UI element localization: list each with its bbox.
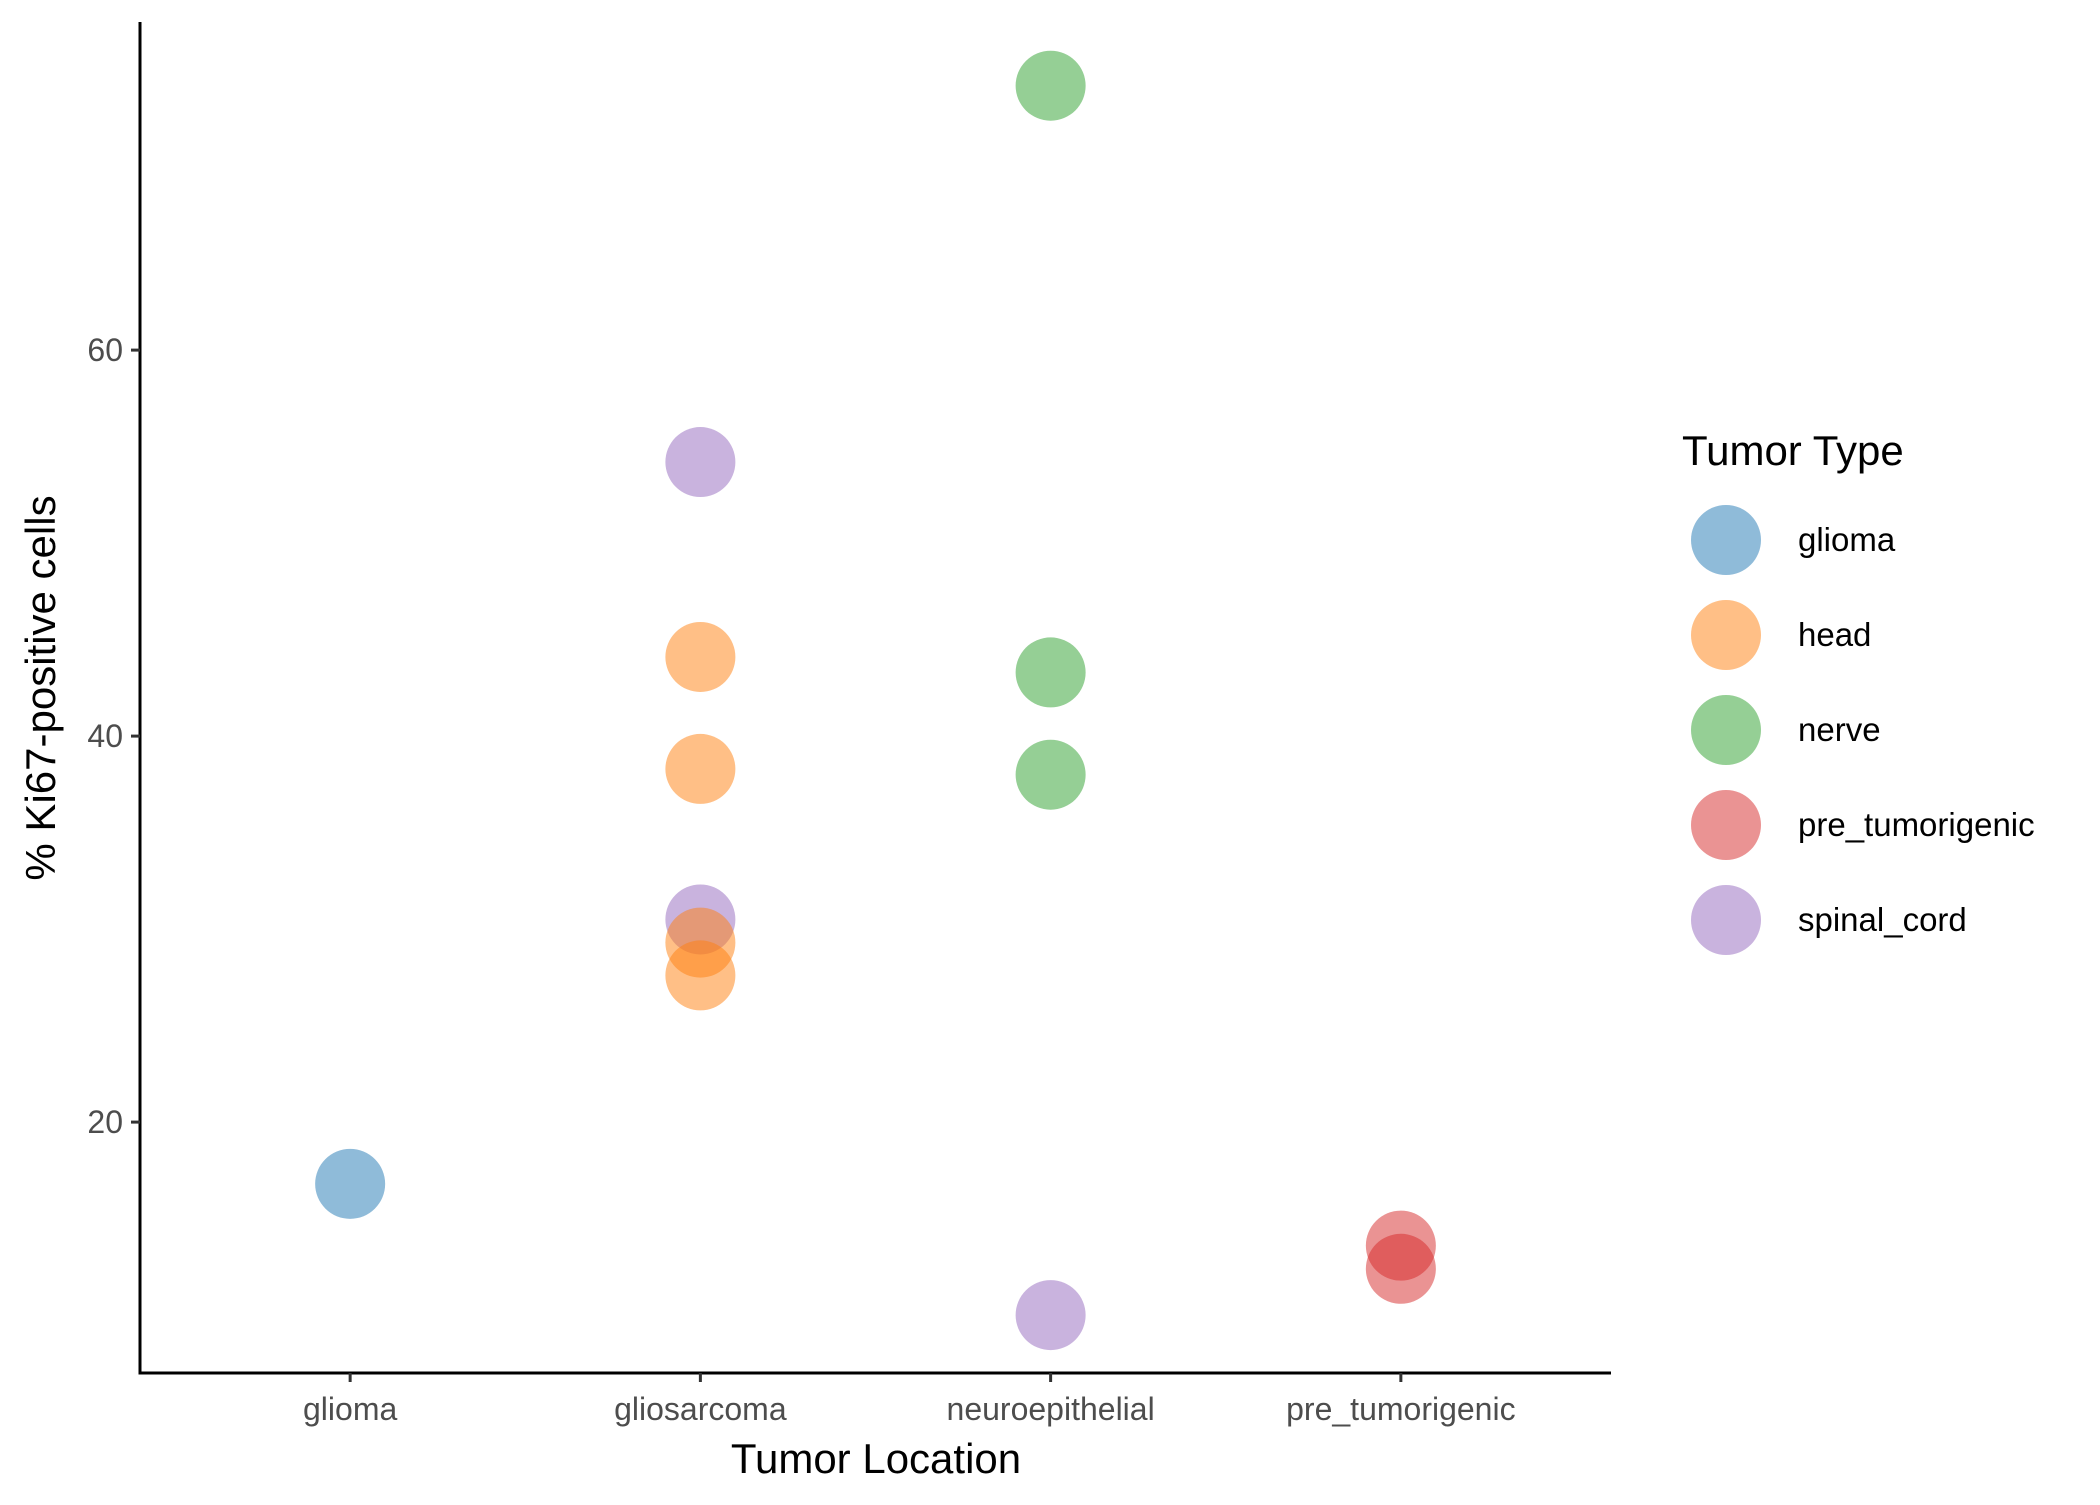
y-tick-label: 60: [87, 332, 123, 368]
legend-title: Tumor Type: [1682, 427, 1904, 474]
legend-label: spinal_cord: [1798, 901, 1967, 938]
legend-key-glioma: [1691, 505, 1761, 575]
x-axis-title: Tumor Location: [731, 1435, 1021, 1482]
x-tick-label: glioma: [303, 1391, 397, 1427]
legend: Tumor Type glioma head nerve pre_tumorigeni…: [1682, 427, 2035, 955]
data-point-head: [665, 940, 735, 1010]
legend-label: nerve: [1798, 711, 1881, 748]
legend-label: glioma: [1798, 521, 1896, 558]
data-point-nerve: [1016, 740, 1086, 810]
data-point-nerve: [1016, 51, 1086, 121]
x-axis-ticks: glioma gliosarcoma neuroepithelial pre_tumo…: [303, 1373, 1516, 1427]
data-point-head: [665, 734, 735, 804]
y-axis-ticks: 20 40 60: [87, 332, 140, 1140]
legend-label: head: [1798, 616, 1871, 653]
y-tick-label: 40: [87, 718, 123, 754]
legend-key-spinal_cord: [1691, 885, 1761, 955]
data-point-head: [665, 622, 735, 692]
data-point-spinal_cord: [665, 427, 735, 497]
legend-key-pre_tumorigenic: [1691, 790, 1761, 860]
legend-key-nerve: [1691, 695, 1761, 765]
data-point-pre_tumorigenic: [1366, 1234, 1436, 1304]
x-tick-label: neuroepithelial: [947, 1391, 1155, 1427]
data-point-spinal_cord: [1016, 1280, 1086, 1350]
x-tick-label: gliosarcoma: [614, 1391, 787, 1427]
points-layer: [315, 51, 1436, 1350]
data-point-glioma: [315, 1149, 385, 1219]
data-point-nerve: [1016, 637, 1086, 707]
legend-label: pre_tumorigenic: [1798, 806, 2035, 843]
x-tick-label: pre_tumorigenic: [1286, 1391, 1515, 1427]
legend-key-head: [1691, 600, 1761, 670]
y-tick-label: 20: [87, 1104, 123, 1140]
y-axis-title: % Ki67-positive cells: [17, 495, 64, 880]
